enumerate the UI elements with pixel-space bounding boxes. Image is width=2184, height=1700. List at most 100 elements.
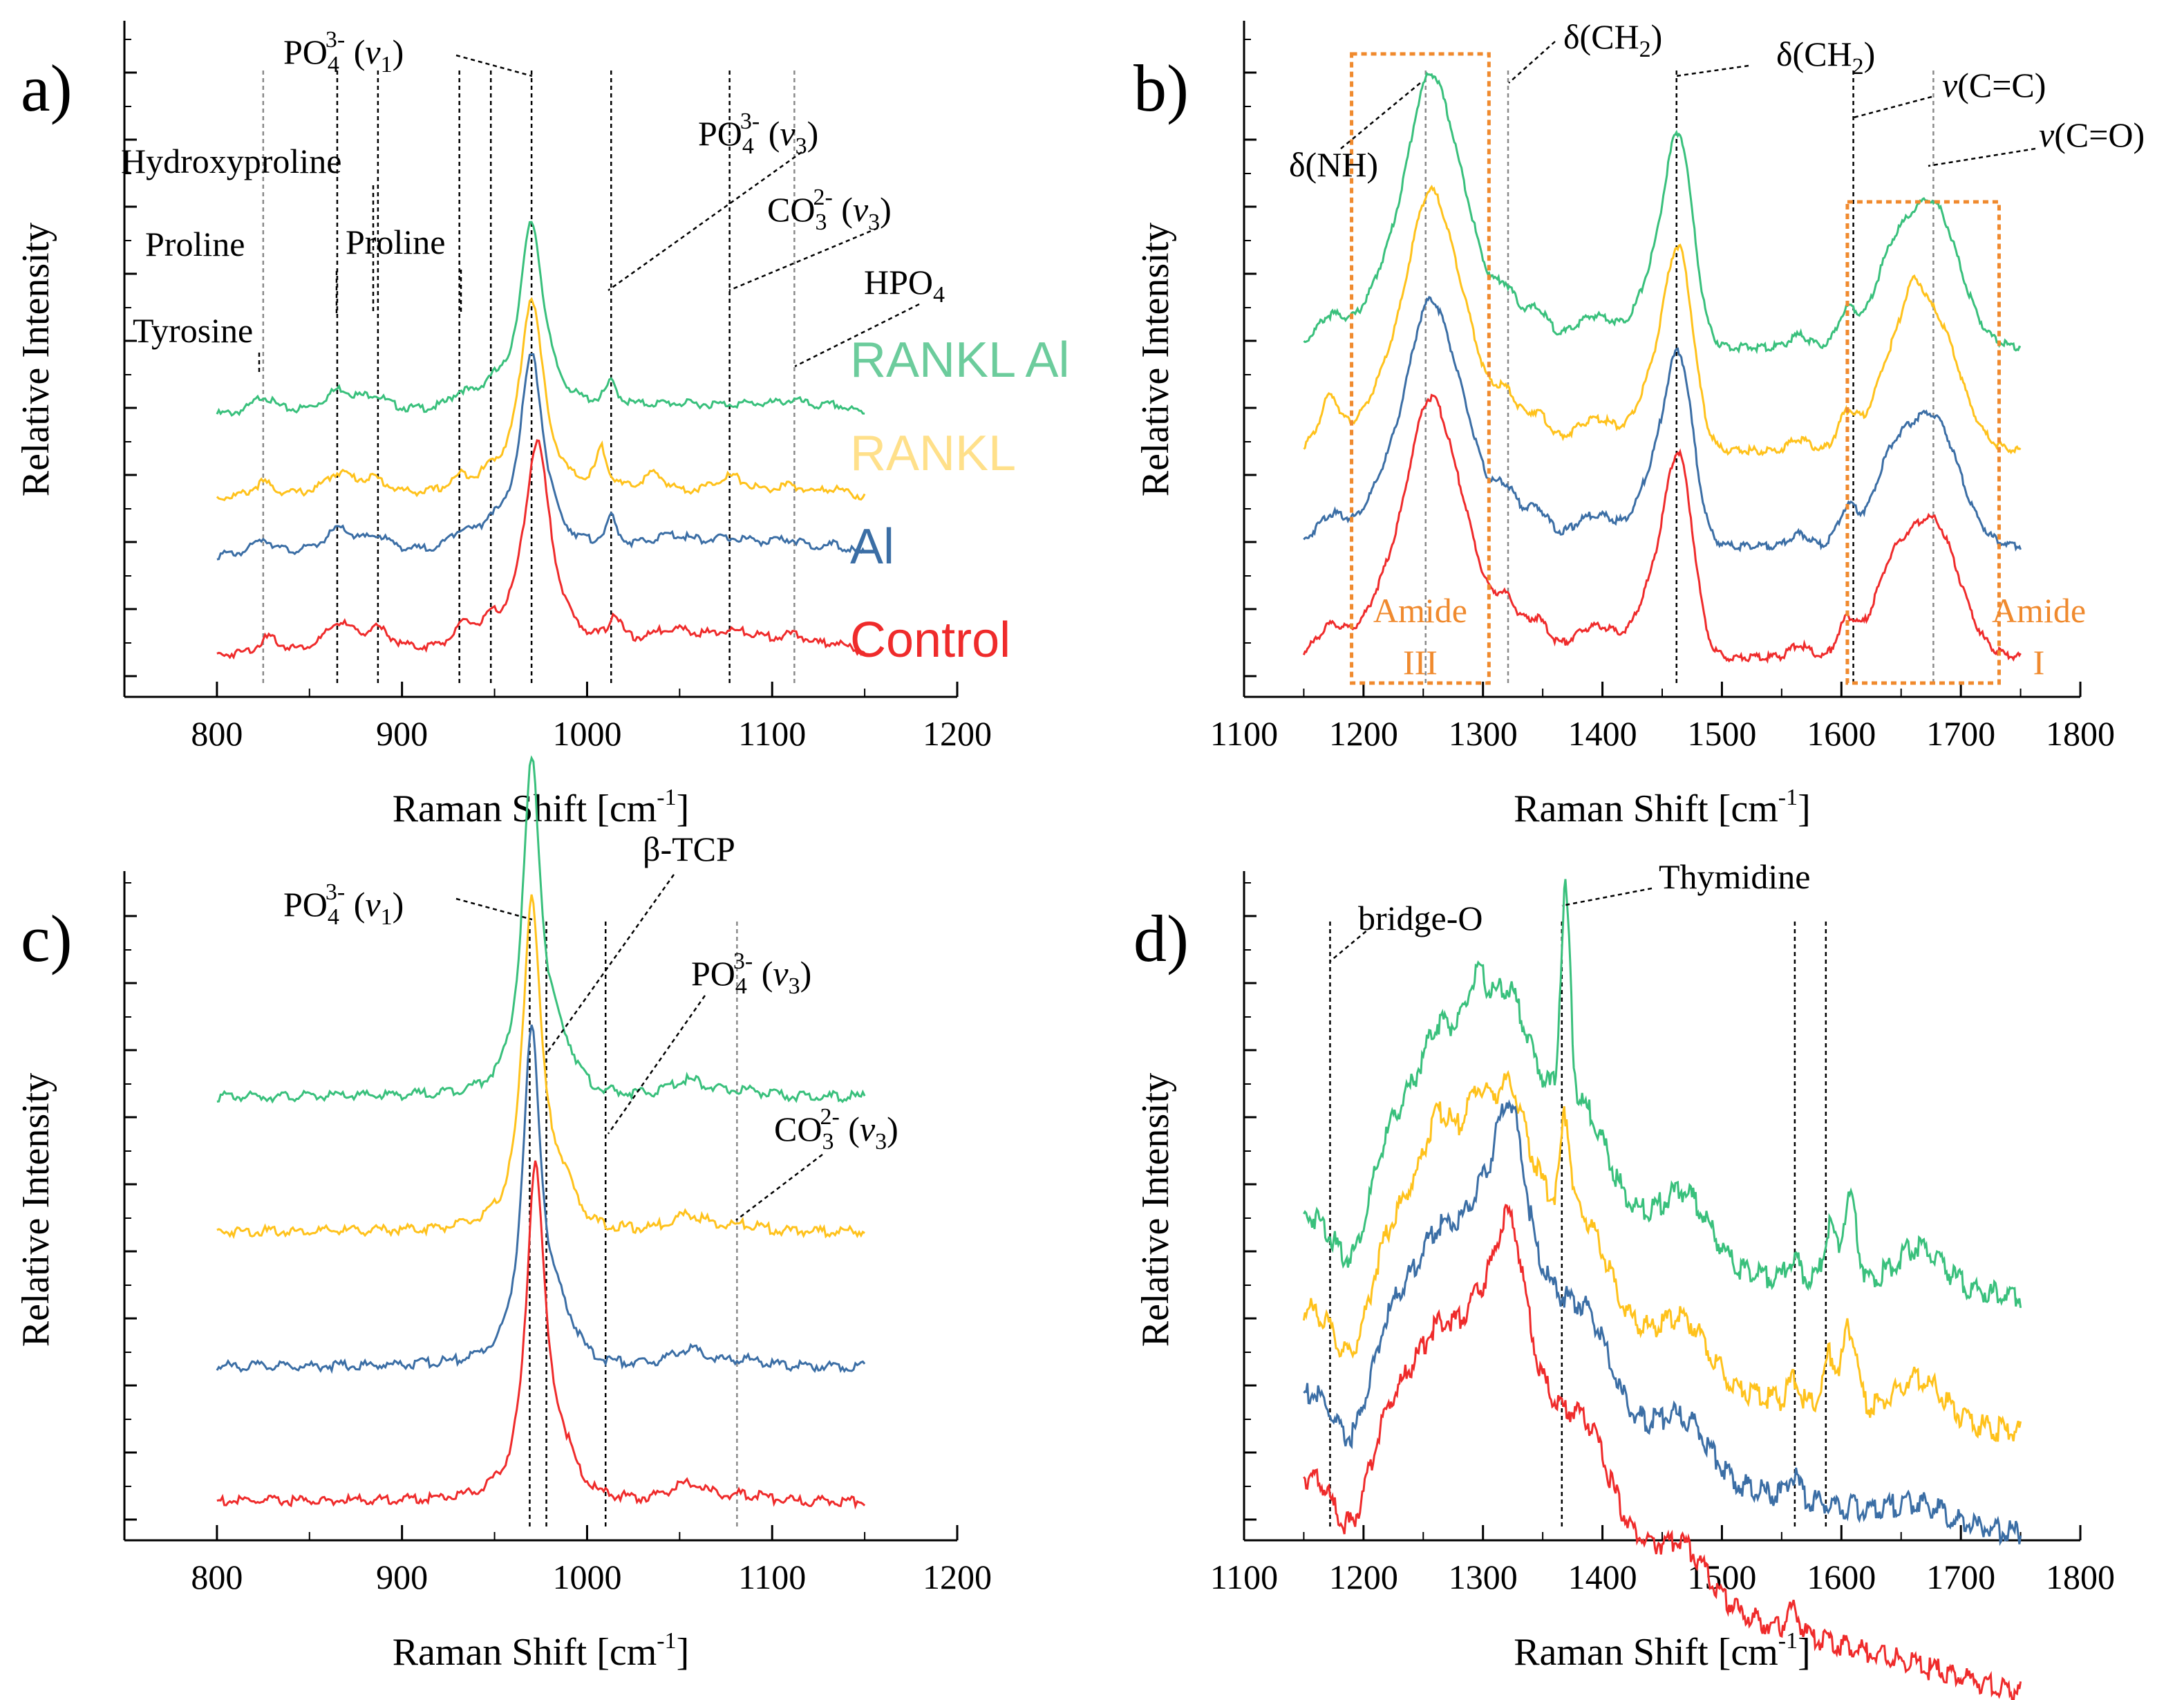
x-tick-label: 1200: [923, 1558, 992, 1596]
x-tick-label: 1000: [552, 714, 621, 753]
x-tick-label: 1800: [2046, 714, 2115, 753]
x-tick-label: 1300: [1449, 1558, 1518, 1596]
series-line-rankl: [216, 297, 866, 501]
series-line-control: [216, 1160, 866, 1510]
x-tick-label: 1400: [1568, 714, 1637, 753]
panel-letter: d): [1133, 902, 1189, 975]
x-axis-title: Raman Shift [cm-1]: [393, 785, 690, 830]
x-tick-label: 1700: [1926, 1558, 1995, 1596]
peak-annotation: δ(CH2): [1563, 17, 1662, 62]
annotation-leader: [1928, 147, 2036, 167]
peak-annotation: HPO4: [864, 263, 945, 308]
peak-annotation: v(C=O): [2039, 115, 2145, 154]
series-line-al: [1303, 295, 2022, 553]
peak-annotation: PO43- (v1): [283, 27, 404, 77]
annotation-leader: [1853, 95, 1932, 119]
amide-label: III: [1403, 643, 1438, 682]
series-line-rankl-al: [1303, 879, 2022, 1308]
x-tick-label: 1100: [738, 714, 806, 753]
peak-annotation: CO32- (v3): [767, 185, 892, 235]
annotation-leader: [455, 54, 533, 77]
x-tick-label: 1200: [1329, 1558, 1398, 1596]
x-tick-label: 900: [376, 714, 428, 753]
x-tick-label: 800: [191, 1558, 243, 1596]
x-tick-label: 1700: [1926, 714, 1995, 753]
amide-region-box: [1350, 52, 1491, 685]
y-axis-title: Relative Intensity: [15, 1073, 57, 1347]
x-tick-label: 1800: [2046, 1558, 2115, 1596]
x-tick-label: 900: [376, 1558, 428, 1596]
annotation-leader: [608, 151, 802, 292]
peak-annotation: Proline: [145, 225, 245, 263]
panel-c: 800 900 1000 1100 1200 Raman Shift [cm-1] Rela…: [15, 755, 992, 1674]
annotation-leader: [455, 897, 533, 921]
legend-entry: Control: [850, 613, 1010, 668]
panel-letter: c): [21, 902, 73, 975]
amide-region-box: [1845, 200, 2001, 685]
series-line-al: [216, 353, 866, 561]
peak-annotation: Thymidine: [1659, 857, 1810, 896]
series-line-control: [216, 439, 865, 660]
x-tick-label: 1500: [1687, 714, 1756, 753]
series-line-al: [216, 1024, 866, 1374]
peak-annotation: δ(CH2): [1776, 35, 1875, 80]
panel-letter: b): [1133, 51, 1189, 125]
series-line-rankl: [216, 894, 865, 1240]
y-axis-title: Relative Intensity: [15, 223, 57, 497]
annotation-leader: [1508, 41, 1556, 84]
peak-annotation: v(C=C): [1942, 66, 2046, 104]
series-line-control: [1302, 393, 2022, 664]
peak-annotation: β-TCP: [643, 830, 735, 868]
series-line-al: [1303, 1099, 2022, 1547]
y-axis-title: Relative Intensity: [1134, 223, 1177, 497]
series-line-rankl-al: [216, 221, 865, 417]
x-tick-label: 1600: [1807, 1558, 1876, 1596]
annotation-leader: [1340, 82, 1421, 149]
x-tick-label: 1100: [738, 1558, 806, 1596]
panel-a: 800 900 1000 1100 1200 Raman Shift [cm-1] Rela…: [15, 21, 1069, 830]
x-tick-label: 1200: [923, 714, 992, 753]
series-line-control: [1303, 1204, 2022, 1700]
x-axis-title: Raman Shift [cm-1]: [1514, 785, 1811, 830]
amide-label: I: [2033, 643, 2045, 682]
legend-entry: RANKL Al: [850, 333, 1069, 388]
peak-annotation: Hydroxyproline: [121, 142, 341, 180]
annotation-leader: [1561, 887, 1653, 907]
amide-label: Amide: [1992, 591, 2086, 630]
annotation-leader: [728, 227, 878, 292]
x-tick-label: 1100: [1210, 1558, 1278, 1596]
legend-entry: RANKL: [850, 426, 1016, 481]
x-tick-label: 1100: [1210, 714, 1278, 753]
series-line-rankl-al: [216, 755, 866, 1104]
peak-annotation: Proline: [346, 223, 445, 261]
amide-label: Amide: [1373, 591, 1467, 630]
peak-annotation: PO43- (v3): [698, 109, 818, 159]
panel-letter: a): [21, 51, 73, 125]
series-line-rankl: [1303, 185, 2022, 457]
annotation-leader: [735, 1154, 823, 1221]
panel-b: 1100 1200 1300 1400 1500 1600 1700 1800 Raman Sh…: [1133, 21, 2115, 830]
peak-annotation: PO43- (v3): [691, 949, 811, 999]
peak-annotation: Tyrosine: [133, 311, 253, 350]
annotation-leader: [1675, 64, 1749, 77]
peak-annotation: PO43- (v1): [283, 879, 404, 930]
annotation-leader: [545, 874, 675, 1055]
annotation-leader: [607, 995, 706, 1134]
x-axis-title: Raman Shift [cm-1]: [393, 1628, 690, 1674]
legend-entry: Al: [850, 519, 894, 575]
series-line-rankl: [1302, 1069, 2022, 1443]
x-tick-label: 800: [191, 714, 243, 753]
peak-annotation: bridge-O: [1358, 899, 1483, 937]
peak-annotation: δ(NH): [1289, 145, 1378, 184]
x-tick-label: 1200: [1329, 714, 1398, 753]
x-tick-label: 1000: [552, 1558, 621, 1596]
x-tick-label: 1600: [1807, 714, 1876, 753]
annotation-leader: [1330, 926, 1373, 962]
x-tick-label: 1300: [1449, 714, 1518, 753]
peak-annotation: CO32- (v3): [774, 1104, 898, 1155]
y-axis-title: Relative Intensity: [1134, 1073, 1177, 1347]
x-tick-label: 1400: [1568, 1558, 1637, 1596]
series-line-rankl-al: [1303, 71, 2022, 355]
